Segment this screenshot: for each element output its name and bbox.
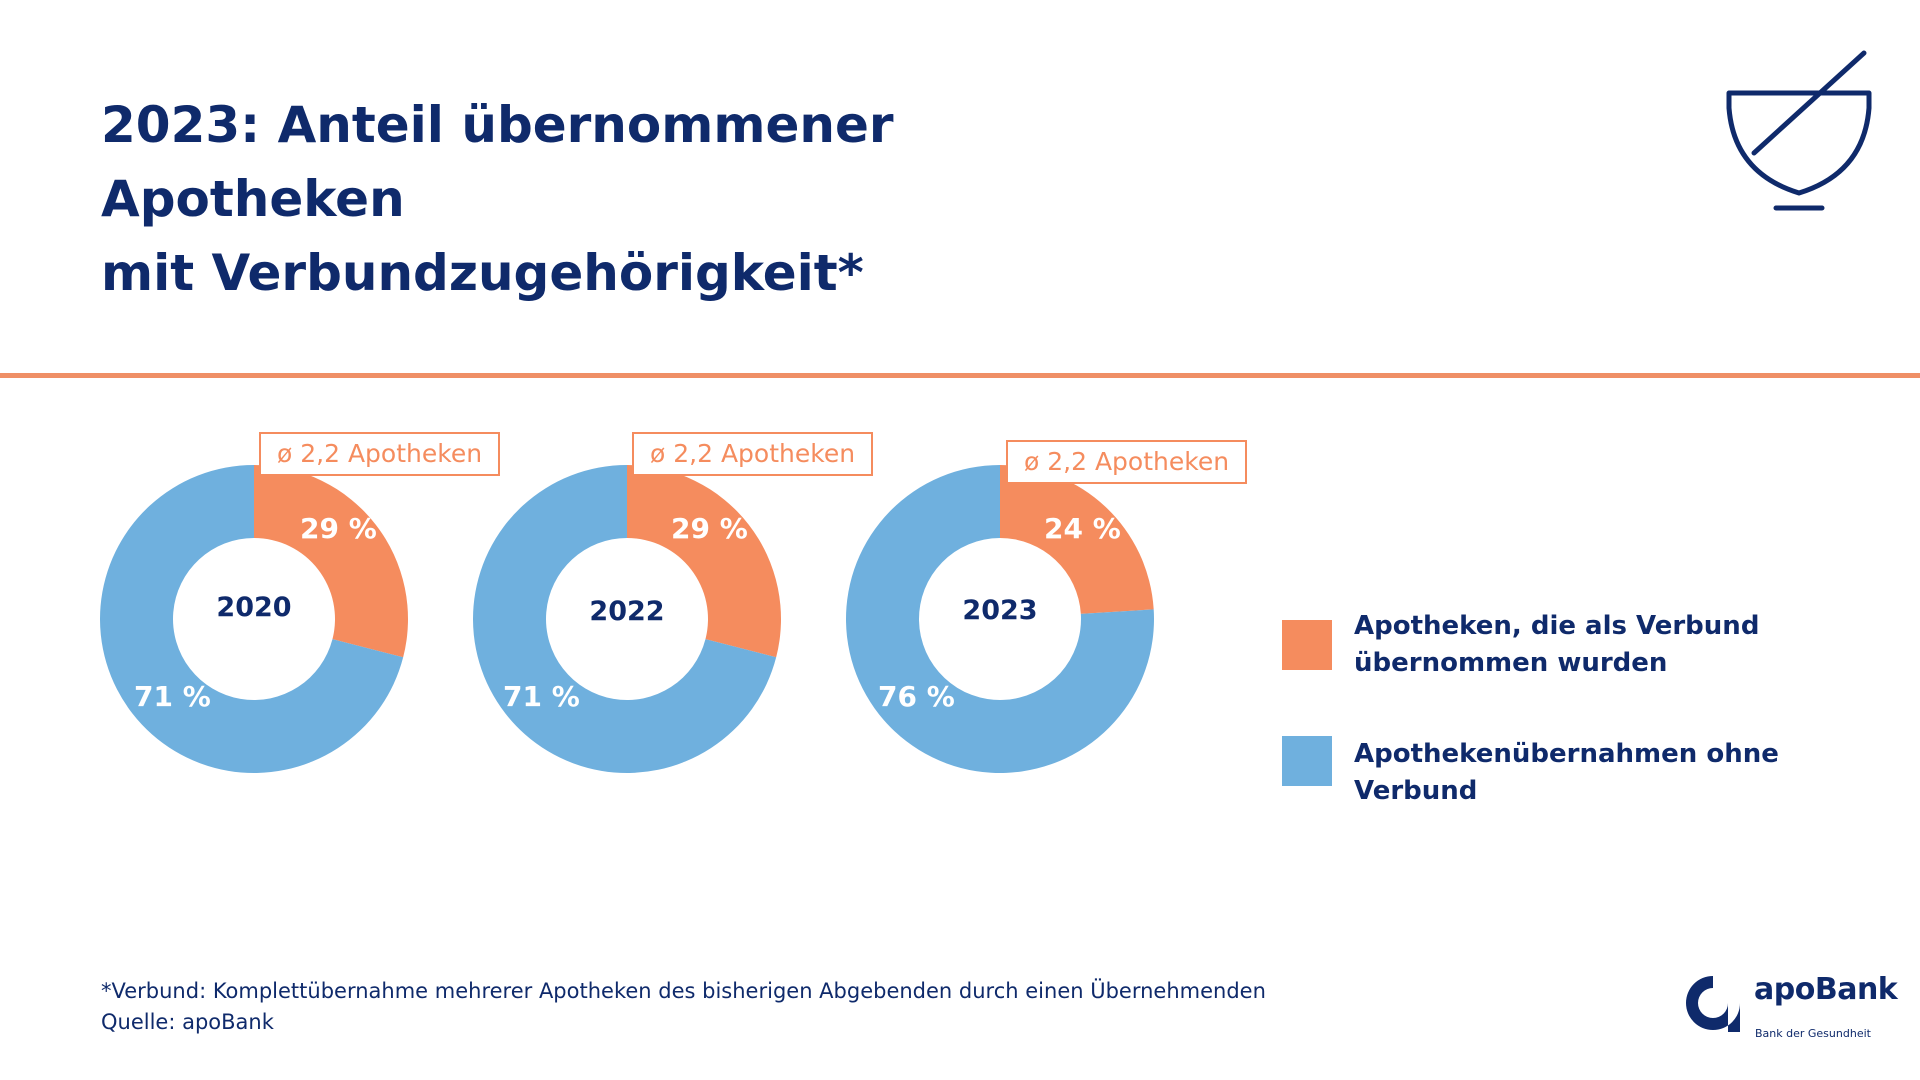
- average-badge-2022: ø 2,2 Apotheken: [632, 432, 874, 476]
- donut-2020-slice-verbund: [254, 465, 408, 658]
- legend-item-ohne-verbund: Apothekenübernahmen ohne Verbund: [1282, 724, 1902, 806]
- donut-2023-label-verbund: 24 %: [1044, 512, 1121, 545]
- donut-2020-label-ohne-verbund: 71 %: [134, 680, 211, 713]
- donut-2022-slice-verbund: [627, 465, 781, 658]
- donut-2022-center-label: 2022: [589, 596, 665, 627]
- chart-title-line-2: mit Verbundzugehörigkeit*: [101, 244, 864, 302]
- donut-2022-slice-ohne-verbund: [473, 465, 777, 773]
- footnote-definition: *Verbund: Komplettübernahme mehrerer Apo…: [101, 979, 1266, 1003]
- chart-legend: Apotheken, die als Verbund übernommen wu…: [1282, 608, 1902, 810]
- footnote-source: Quelle: apoBank: [101, 1010, 274, 1034]
- logo-tagline: Bank der Gesundheit: [1755, 1027, 1871, 1040]
- apobank-logo-icon: [1686, 976, 1740, 1032]
- legend-swatch-ohne-verbund: [1282, 736, 1332, 786]
- chart-title: 2023: Anteil übernommener Apotheken mit …: [101, 88, 1201, 310]
- donut-2023-label-ohne-verbund: 76 %: [878, 680, 955, 713]
- donut-2023-slice-ohne-verbund: [846, 465, 1154, 773]
- average-badge-2020: ø 2,2 Apotheken: [259, 432, 501, 476]
- section-divider-line: [0, 373, 1920, 378]
- donut-2023-slice-verbund: [1000, 465, 1154, 614]
- apobank-logo: apoBank Bank der Gesundheit: [1684, 972, 1898, 1042]
- chart-title-line-1: 2023: Anteil übernommener Apotheken: [101, 96, 894, 228]
- donut-2022-label-ohne-verbund: 71 %: [503, 680, 580, 713]
- mortar-and-pestle-icon: [1726, 50, 1872, 211]
- logo-wordmark: apoBank: [1754, 972, 1898, 1007]
- donut-2022-label-verbund: 29 %: [671, 512, 748, 545]
- donut-2023-center-label: 2023: [962, 595, 1038, 626]
- donut-chart-2022: ø 2,2 Apotheken 29 % 71 % 2022: [473, 430, 874, 780]
- footnote: *Verbund: Komplettübernahme mehrerer Apo…: [101, 976, 1401, 1038]
- donut-chart-2023: ø 2,2 Apotheken 24 % 76 % 2023: [846, 430, 1248, 780]
- donut-2020-label-verbund: 29 %: [300, 512, 377, 545]
- legend-label-ohne-verbund: Apothekenübernahmen ohne Verbund: [1354, 739, 1779, 806]
- donut-chart-2020: ø 2,2 Apotheken 29 % 71 % 2020: [100, 430, 501, 780]
- legend-swatch-verbund: [1282, 620, 1332, 670]
- donut-svg-2023: [846, 465, 1154, 773]
- legend-label-verbund: Apotheken, die als Verbund übernommen wu…: [1354, 611, 1760, 678]
- donut-2020-center-label: 2020: [216, 592, 292, 623]
- donut-svg-2022: [473, 465, 781, 773]
- section-divider: [0, 373, 1920, 378]
- donut-2020-slice-ohne-verbund: [100, 465, 404, 773]
- donut-svg-2020: [100, 465, 408, 773]
- average-badge-2023: ø 2,2 Apotheken: [1006, 440, 1248, 484]
- legend-item-verbund: Apotheken, die als Verbund übernommen wu…: [1282, 608, 1902, 698]
